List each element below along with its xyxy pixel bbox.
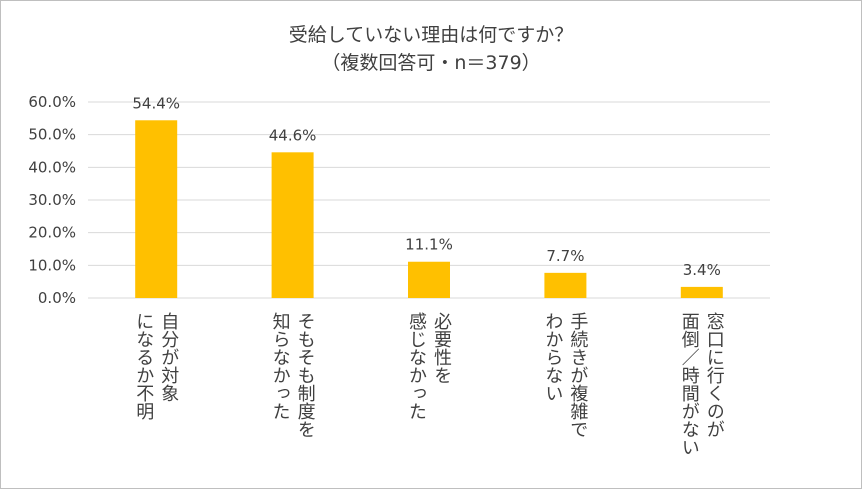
- y-tick-label: 50.0%: [28, 126, 76, 144]
- bar: [135, 120, 178, 298]
- category-label: 手続きが複雑で わからない: [542, 312, 589, 438]
- chart-title: 受給していない理由は何ですか？: [288, 24, 574, 46]
- category-label: 必要性を 感じなかった: [406, 312, 452, 420]
- y-tick-label: 40.0%: [28, 158, 76, 176]
- data-label: 11.1%: [405, 236, 453, 254]
- chart-subtitle: （複数回答可・n＝379）: [321, 52, 541, 74]
- data-label: 44.6%: [269, 126, 317, 144]
- bar: [408, 261, 450, 298]
- y-tick-label: 60.0%: [28, 93, 76, 111]
- y-tick-label: 30.0%: [28, 191, 76, 209]
- y-tick-label: 10.0%: [28, 256, 76, 274]
- y-tick-label: 20.0%: [28, 224, 76, 242]
- category-label: そもそも制度を 知らなかった: [269, 312, 316, 438]
- data-label: 7.7%: [546, 247, 584, 265]
- bar: [544, 272, 587, 298]
- bar: [271, 152, 314, 298]
- data-label: 54.4%: [132, 94, 180, 112]
- bar: [680, 286, 723, 298]
- data-label: 3.4%: [683, 261, 721, 279]
- y-tick-label: 0.0%: [38, 289, 76, 307]
- category-label: 窓口に行くのが 面倒／時間がない: [678, 312, 725, 456]
- category-label: 自分が対象 になるか不明: [133, 312, 180, 420]
